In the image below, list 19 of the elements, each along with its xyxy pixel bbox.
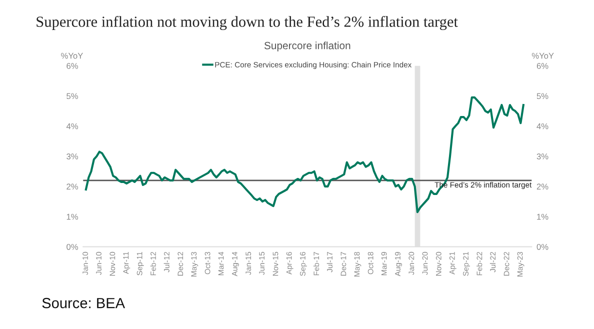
y2-tick-label: 1% [537,214,548,220]
y-axis-title: %YoY [61,52,83,59]
y2-tick-label: 6% [536,63,548,69]
y2-tick-label: 4% [536,123,548,130]
chart-subtitle: Supercore inflation [264,42,350,52]
y2-tick-label: 2% [536,184,548,190]
chart-title: Supercore inflation not moving down to the Fed’s 2% inflation target [36,16,458,30]
y2-tick-label: 3% [536,153,548,160]
y2-tick-label: 5% [536,93,548,100]
y-tick-label: 0% [66,244,78,250]
y-tick-label: 4% [66,123,78,130]
y2-tick-label: 0% [536,244,548,250]
y-tick-label: 1% [66,214,78,220]
y-tick-label: 5% [66,93,78,100]
y-tick-label: 6% [66,63,78,69]
source-note: Source: BEA [42,298,126,308]
y-tick-label: 2% [66,184,78,190]
y-tick-label: 3% [66,153,78,160]
y2-axis-title: %YoY [532,52,554,59]
